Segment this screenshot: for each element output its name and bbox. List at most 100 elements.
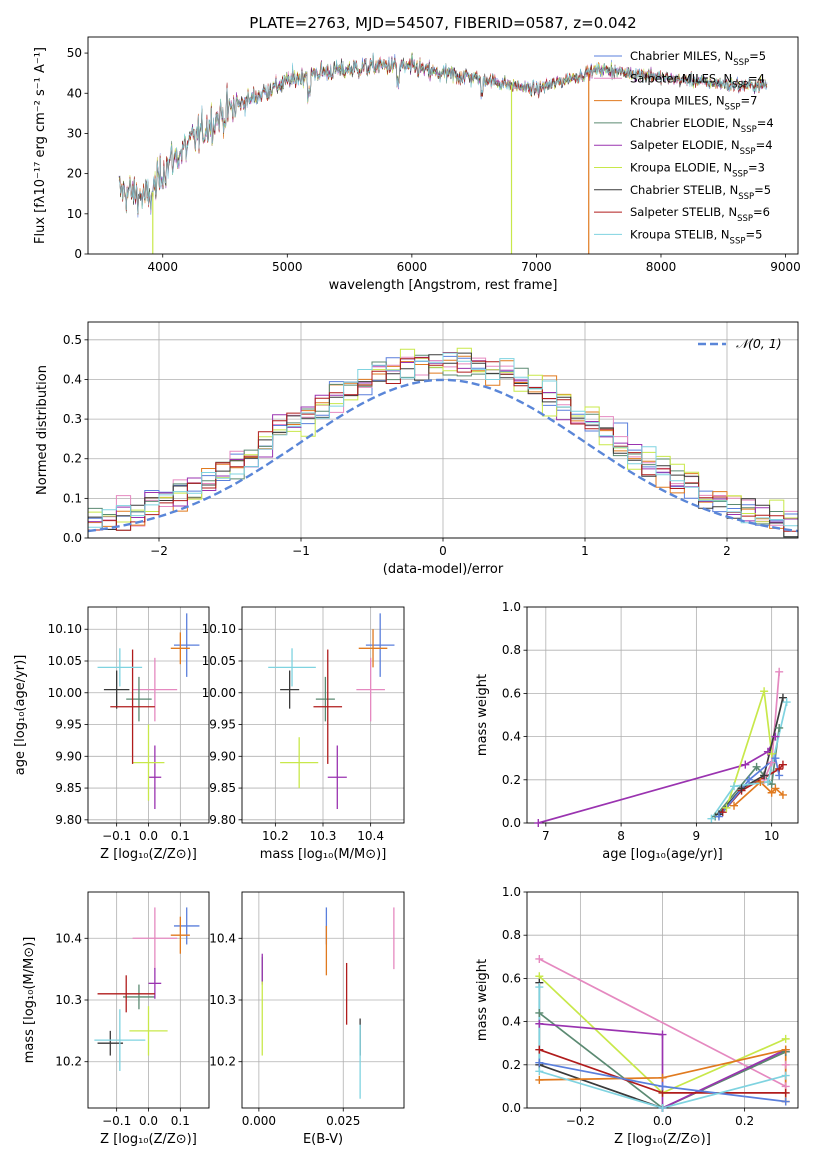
legend-entry-label: Salpeter MILES, NSSP=4 xyxy=(630,71,765,90)
normal-curve xyxy=(88,378,798,533)
weight-series-marker xyxy=(781,1034,790,1043)
age-vs-Z-chart-frame xyxy=(87,606,210,824)
mass-vs-Z-chart: −0.1 0.0 0.1 10.2 10.3 10.4 Z [log₁₀(Z/Z⊙)] mas… xyxy=(22,891,210,1147)
residuals-chart-plot-area xyxy=(88,347,798,538)
weight-vs-age-chart-ytick-label: 1.0 xyxy=(502,600,521,614)
age-vs-mass-chart-xlabel: mass [log₁₀(M/M⊙)] xyxy=(260,847,387,862)
weight-series-marker xyxy=(752,762,761,771)
mass-vs-Z-chart-ytick-label: 10.4 xyxy=(55,931,82,945)
weight-series-marker xyxy=(781,1088,790,1097)
legend-subscript: SSP xyxy=(725,103,741,113)
residuals-chart-xtick-label: −1 xyxy=(292,544,310,558)
weight-series-marker xyxy=(778,760,787,769)
weight-vs-age-chart-xtick-label: 10 xyxy=(764,829,779,843)
weight-vs-age-chart-ylabel: mass weight xyxy=(475,674,490,756)
weight-series-marker xyxy=(767,758,776,767)
weight-series-marker xyxy=(763,777,772,786)
age-vs-mass-chart-xtick-label: 10.4 xyxy=(357,829,384,843)
weight-series-marker xyxy=(730,782,739,791)
age-vs-mass-chart-ytick-label: 9.85 xyxy=(209,781,236,795)
legend-entry-label: Kroupa ELODIE, NSSP=3 xyxy=(630,161,765,180)
legend-entry-label: Kroupa STELIB, NSSP=5 xyxy=(630,227,762,246)
mass-vs-Z-chart-xtick-label: 0.1 xyxy=(171,1114,190,1128)
spectrum-chart-xtick-label: 8000 xyxy=(646,260,677,274)
weight-series-marker xyxy=(778,790,787,799)
weight-series-line xyxy=(538,987,786,1108)
residuals-chart-ytick-label: 0.2 xyxy=(63,452,82,466)
legend-entry-label: Chabrier STELIB, NSSP=5 xyxy=(630,183,771,202)
weight-series-line xyxy=(538,1012,787,1108)
weight-series-marker xyxy=(730,801,739,810)
residuals-chart-xtick-label: −2 xyxy=(150,544,168,558)
weight-series-marker xyxy=(775,667,784,676)
residuals-chart-ytick-label: 0.1 xyxy=(63,491,82,505)
weight-series-marker xyxy=(760,687,769,696)
weight-vs-Z-chart-xlabel: Z [log₁₀(Z/Z⊙)] xyxy=(614,1132,711,1147)
age-vs-mass-chart-xtick-label: 10.3 xyxy=(310,829,337,843)
mass-vs-ebv-chart-ytick-label: 10.4 xyxy=(209,931,236,945)
weight-vs-Z-chart-ytick-label: 0.2 xyxy=(502,1058,521,1072)
residual-histogram xyxy=(88,352,798,538)
legend-subscript: SSP xyxy=(732,80,748,90)
weight-vs-age-chart-frame xyxy=(526,606,799,824)
weight-vs-age-chart-ytick-label: 0.2 xyxy=(502,773,521,787)
spectrum-chart-xtick-label: 4000 xyxy=(147,260,178,274)
weight-series-marker xyxy=(658,1104,667,1112)
spectrum-chart-ytick-label: 10 xyxy=(67,207,82,221)
residuals-legend: 𝒩(0, 1) xyxy=(698,336,782,351)
spectrum-chart-xlabel: wavelength [Angstrom, rest frame] xyxy=(329,278,558,293)
weight-series-marker xyxy=(722,803,731,812)
weight-vs-age-chart-xlabel: age [log₁₀(age/yr)] xyxy=(602,847,723,862)
age-vs-Z-chart-ytick-label: 10.10 xyxy=(48,622,82,636)
spectrum-chart-ylabel: Flux [fλ10⁻¹⁷ erg cm⁻² s⁻¹ A⁻¹] xyxy=(33,47,48,244)
mass-vs-ebv-chart-ytick-label: 10.3 xyxy=(209,993,236,1007)
age-vs-mass-chart-ytick-label: 10.10 xyxy=(202,622,236,636)
age-vs-Z-chart-ylabel: age [log₁₀(age/yr)] xyxy=(13,655,28,776)
weight-series-marker xyxy=(756,777,765,786)
legend-subscript: SSP xyxy=(730,236,746,246)
legend-subscript: SSP xyxy=(732,170,748,180)
spectrum-legend: Chabrier MILES, NSSP=5 Salpeter MILES, NS… xyxy=(594,49,774,246)
spectrum-chart-ytick-label: 50 xyxy=(67,46,82,60)
weight-series-marker xyxy=(658,1073,667,1082)
weight-series-marker xyxy=(535,1067,544,1076)
spectrum-chart-xtick-label: 7000 xyxy=(521,260,552,274)
mass-vs-Z-chart-ytick-label: 10.2 xyxy=(55,1055,82,1069)
legend-subscript: SSP xyxy=(738,192,754,202)
age-vs-Z-chart-ytick-label: 9.80 xyxy=(55,813,82,827)
mass-vs-ebv-chart-xlabel: E(B-V) xyxy=(303,1132,343,1147)
weight-series-marker xyxy=(782,698,791,707)
weight-series-marker xyxy=(535,954,544,963)
weight-series-marker xyxy=(745,775,754,784)
legend-entry-label: Chabrier MILES, NSSP=5 xyxy=(630,49,766,68)
spectrum-chart-ytick-label: 0 xyxy=(74,247,82,261)
weight-series-marker xyxy=(781,1045,790,1054)
residuals-chart-ylabel: Normed distribution xyxy=(35,365,50,495)
weight-series-marker xyxy=(741,760,750,769)
weight-vs-Z-chart-ytick-label: 0.4 xyxy=(502,1015,521,1029)
weight-vs-Z-chart-ytick-label: 0.6 xyxy=(502,971,521,985)
mass-vs-Z-chart-xtick-label: 0.0 xyxy=(139,1114,158,1128)
weight-series-marker xyxy=(714,812,723,821)
age-vs-mass-chart-ytick-label: 9.95 xyxy=(209,718,236,732)
weight-vs-Z-chart-xtick-label: 0.2 xyxy=(735,1114,754,1128)
weight-vs-Z-chart-xtick-label: −0.2 xyxy=(566,1114,595,1128)
weight-vs-age-chart-ytick-label: 0.8 xyxy=(502,643,521,657)
weight-vs-age-chart-xtick-label: 9 xyxy=(693,829,701,843)
weight-series-marker xyxy=(535,1019,544,1028)
legend-entry-label: Salpeter ELODIE, NSSP=4 xyxy=(630,138,773,157)
mass-vs-Z-chart-ylabel: mass [log₁₀(M/M⊙)] xyxy=(22,937,37,1064)
spectrum-chart: 4000 5000 6000 7000 8000 9000 0 10 20 30 40 50 wavel… xyxy=(33,36,801,293)
weight-vs-age-chart-grid xyxy=(527,606,798,824)
age-vs-Z-chart-ytick-label: 10.00 xyxy=(48,686,82,700)
mass-vs-Z-chart-xlabel: Z [log₁₀(Z/Z⊙)] xyxy=(100,1132,197,1147)
weight-series-marker xyxy=(534,819,543,827)
age-vs-mass-chart-frame xyxy=(241,606,405,824)
weight-series-marker xyxy=(771,784,780,793)
spectrum-chart-xtick-label: 6000 xyxy=(397,260,428,274)
weight-series-marker xyxy=(775,771,784,780)
weight-vs-Z-chart-ytick-label: 0.8 xyxy=(502,928,521,942)
age-vs-mass-chart-plot-area xyxy=(268,613,395,810)
residuals-chart-xtick-label: 0 xyxy=(439,544,447,558)
